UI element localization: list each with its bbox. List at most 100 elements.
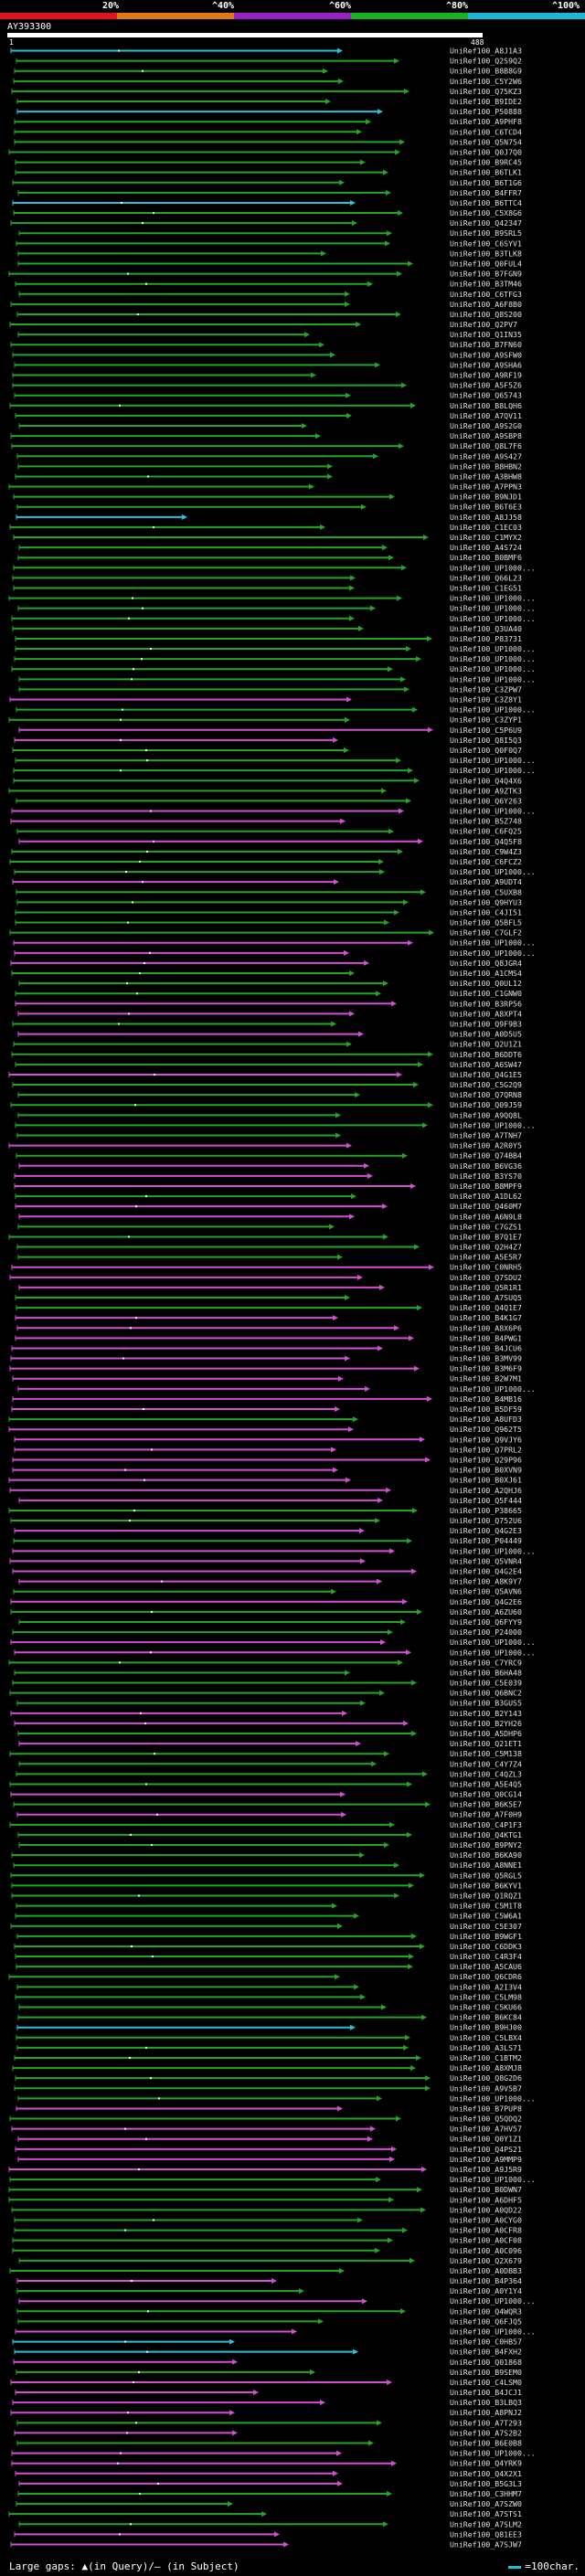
hit-label[interactable]: UniRef100_C4P1F3 xyxy=(450,1820,522,1829)
hit-label[interactable]: UniRef100_B9RC45 xyxy=(450,158,522,167)
hit-label[interactable]: UniRef100_Q65743 xyxy=(450,391,522,400)
hit-label[interactable]: UniRef100_B3LBQ3 xyxy=(450,2398,522,2407)
hit-label[interactable]: UniRef100_Q66L23 xyxy=(450,573,522,582)
hit-label[interactable]: UniRef100_UP1000... xyxy=(450,2449,536,2458)
hit-label[interactable]: UniRef100_B4P364 xyxy=(450,2276,522,2285)
hit-label[interactable]: UniRef100_C7GZS1 xyxy=(450,1222,522,1231)
hit-label[interactable]: UniRef100_C1MYX2 xyxy=(450,533,522,542)
hit-label[interactable]: UniRef100_Q2U1Z1 xyxy=(450,1040,522,1049)
hit-label[interactable]: UniRef100_Q460M7 xyxy=(450,1202,522,1211)
hit-label[interactable]: UniRef100_B4JCJ1 xyxy=(450,2388,522,2397)
hit-label[interactable]: UniRef100_A7STS1 xyxy=(450,2509,522,2518)
hit-label[interactable]: UniRef100_B6HA48 xyxy=(450,1668,522,1677)
hit-label[interactable]: UniRef100_B8MPF9 xyxy=(450,1182,522,1191)
hit-label[interactable]: UniRef100_Q0CG14 xyxy=(450,1790,522,1799)
hit-label[interactable]: UniRef100_A7SJW7 xyxy=(450,2539,522,2549)
hit-label[interactable]: UniRef100_Q6BNC2 xyxy=(450,1689,522,1698)
hit-label[interactable]: UniRef100_Q4Q5F8 xyxy=(450,837,522,846)
hit-label[interactable]: UniRef100_Q75KZ3 xyxy=(450,87,522,96)
hit-label[interactable]: UniRef100_UP1000... xyxy=(450,949,536,958)
hit-label[interactable]: UniRef100_A2R0Y5 xyxy=(450,1141,522,1150)
hit-label[interactable]: UniRef100_C9W4Z3 xyxy=(450,847,522,856)
hit-label[interactable]: UniRef100_B7FN60 xyxy=(450,340,522,349)
hit-label[interactable]: UniRef100_B6VG36 xyxy=(450,1161,522,1171)
hit-label[interactable]: UniRef100_UP1000... xyxy=(450,705,536,715)
hit-label[interactable]: UniRef100_Q4WQR3 xyxy=(450,2306,522,2316)
hit-label[interactable]: UniRef100_A9QQ8L xyxy=(450,1110,522,1119)
hit-label[interactable]: UniRef100_B6KYV1 xyxy=(450,1881,522,1890)
hit-label[interactable]: UniRef100_B4FFR7 xyxy=(450,188,522,197)
hit-label[interactable]: UniRef100_Q4KTG1 xyxy=(450,1830,522,1839)
hit-label[interactable]: UniRef100_C5Y2W6 xyxy=(450,77,522,86)
hit-label[interactable]: UniRef100_A5CAU6 xyxy=(450,1962,522,1971)
hit-label[interactable]: UniRef100_Q8I5Q3 xyxy=(450,736,522,745)
hit-label[interactable]: UniRef100_B9HJ00 xyxy=(450,2023,522,2032)
hit-label[interactable]: UniRef100_A9S427 xyxy=(450,451,522,461)
hit-label[interactable]: UniRef100_B2W7M1 xyxy=(450,1374,522,1383)
hit-label[interactable]: UniRef100_Q6Y263 xyxy=(450,796,522,805)
hit-label[interactable]: UniRef100_A9RF19 xyxy=(450,371,522,380)
hit-label[interactable]: UniRef100_Q962T5 xyxy=(450,1425,522,1434)
hit-label[interactable]: UniRef100_A5F5Z6 xyxy=(450,381,522,390)
hit-label[interactable]: UniRef100_C5UXB8 xyxy=(450,887,522,896)
hit-label[interactable]: UniRef100_Q4PS21 xyxy=(450,2145,522,2154)
hit-label[interactable]: UniRef100_C5M1T8 xyxy=(450,1902,522,1911)
hit-label[interactable]: UniRef100_Q0UL12 xyxy=(450,979,522,988)
hit-label[interactable]: UniRef100_Q6FYY9 xyxy=(450,1617,522,1627)
hit-label[interactable]: UniRef100_UP1000... xyxy=(450,664,536,673)
hit-label[interactable]: UniRef100_A0Y1Y4 xyxy=(450,2286,522,2295)
hit-label[interactable]: UniRef100_Q6CDR6 xyxy=(450,1972,522,1981)
hit-label[interactable]: UniRef100_C7GLF2 xyxy=(450,928,522,938)
hit-label[interactable]: UniRef100_C3HHM7 xyxy=(450,2489,522,2498)
hit-label[interactable]: UniRef100_B9WGF1 xyxy=(450,1932,522,1941)
hit-label[interactable]: UniRef100_A8X6P6 xyxy=(450,1323,522,1332)
hit-label[interactable]: UniRef100_B7Q1E7 xyxy=(450,1232,522,1241)
hit-label[interactable]: UniRef100_Q8S200 xyxy=(450,310,522,319)
hit-label[interactable]: UniRef100_A9PHF8 xyxy=(450,117,522,126)
hit-label[interactable]: UniRef100_C6FQ25 xyxy=(450,827,522,836)
hit-label[interactable]: UniRef100_B6KA90 xyxy=(450,1850,522,1860)
hit-label[interactable]: UniRef100_Q1RQZ1 xyxy=(450,1891,522,1900)
hit-label[interactable]: UniRef100_Q7PRL2 xyxy=(450,1445,522,1454)
hit-label[interactable]: UniRef100_C6TCD4 xyxy=(450,127,522,136)
hit-label[interactable]: UniRef100_UP1000... xyxy=(450,1546,536,1555)
hit-label[interactable]: UniRef100_UP1000... xyxy=(450,2175,536,2184)
hit-label[interactable]: UniRef100_Q2PV7 xyxy=(450,320,517,329)
hit-label[interactable]: UniRef100_A9V5B7 xyxy=(450,2083,522,2093)
hit-label[interactable]: UniRef100_UP1000... xyxy=(450,766,536,775)
hit-label[interactable]: UniRef100_Q42347 xyxy=(450,218,522,228)
hit-label[interactable]: UniRef100_C4Y7Z4 xyxy=(450,1759,522,1768)
hit-label[interactable]: UniRef100_Q8JGR4 xyxy=(450,959,522,968)
hit-label[interactable]: UniRef100_B3YS70 xyxy=(450,1171,522,1181)
hit-label[interactable]: UniRef100_UP1000... xyxy=(450,756,536,765)
hit-label[interactable]: UniRef100_C1EC03 xyxy=(450,523,522,532)
hit-label[interactable]: UniRef100_A7SLM2 xyxy=(450,2519,522,2528)
hit-label[interactable]: UniRef100_B4K1G7 xyxy=(450,1313,522,1322)
hit-label[interactable]: UniRef100_Q2H4Z7 xyxy=(450,1243,522,1252)
hit-label[interactable]: UniRef100_B6TLK1 xyxy=(450,168,522,177)
hit-label[interactable]: UniRef100_Q74BB4 xyxy=(450,1151,522,1161)
hit-label[interactable]: UniRef100_A4S724 xyxy=(450,543,522,552)
hit-label[interactable]: UniRef100_A8J1A3 xyxy=(450,47,522,56)
hit-label[interactable]: UniRef100_P24000 xyxy=(450,1627,522,1637)
hit-label[interactable]: UniRef100_A0D5U5 xyxy=(450,1030,522,1039)
hit-label[interactable]: UniRef100_A5DHP6 xyxy=(450,1729,522,1738)
hit-label[interactable]: UniRef100_C4JI51 xyxy=(450,907,522,917)
hit-label[interactable]: UniRef100_Q8G2D6 xyxy=(450,2073,522,2083)
hit-label[interactable]: UniRef100_Q5VNR4 xyxy=(450,1556,522,1565)
hit-label[interactable]: UniRef100_Q9HYU3 xyxy=(450,897,522,906)
hit-label[interactable]: UniRef100_Q4YRK9 xyxy=(450,2459,522,2468)
hit-label[interactable]: UniRef100_B3RP56 xyxy=(450,999,522,1008)
hit-label[interactable]: UniRef100_B5G3L3 xyxy=(450,2479,522,2488)
hit-label[interactable]: UniRef100_A9UDT4 xyxy=(450,877,522,886)
hit-label[interactable]: UniRef100_C0NRH5 xyxy=(450,1263,522,1272)
hit-label[interactable]: UniRef100_Q4G2E4 xyxy=(450,1567,522,1576)
hit-label[interactable]: UniRef100_A6F8B0 xyxy=(450,300,522,309)
hit-label[interactable]: UniRef100_Q4Q4X6 xyxy=(450,776,522,785)
hit-label[interactable]: UniRef100_Q0Y1Z1 xyxy=(450,2135,522,2144)
hit-label[interactable]: UniRef100_B5DF59 xyxy=(450,1405,522,1414)
hit-label[interactable]: UniRef100_UP1000... xyxy=(450,1384,536,1394)
hit-label[interactable]: UniRef100_A6ZU60 xyxy=(450,1607,522,1617)
hit-label[interactable]: UniRef100_Q2X679 xyxy=(450,2256,522,2265)
hit-label[interactable]: UniRef100_A5E4Q5 xyxy=(450,1779,522,1788)
